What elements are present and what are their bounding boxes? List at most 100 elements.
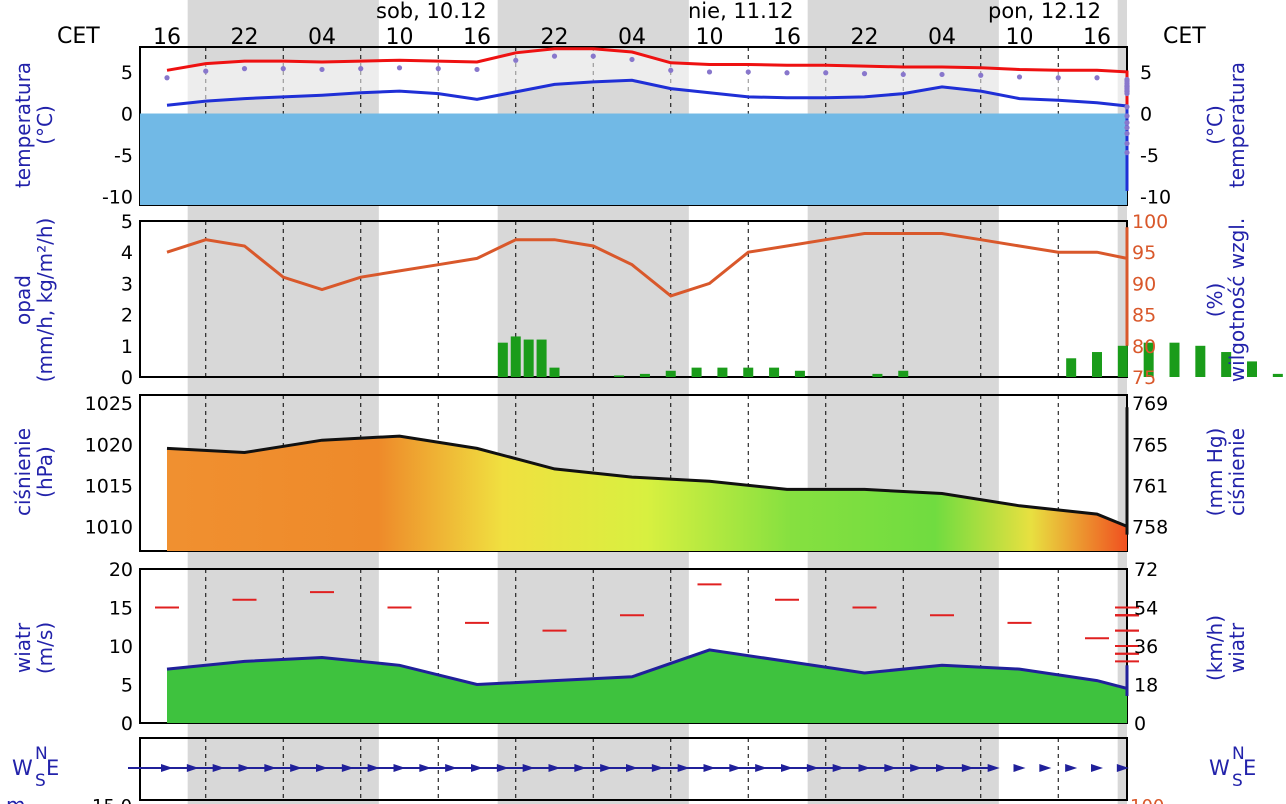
- wind-tick-right: 72: [1134, 559, 1158, 581]
- precip-bar: [717, 367, 728, 377]
- precip-tick-left: 4: [121, 242, 133, 264]
- perceived-temp-point: [1124, 125, 1130, 131]
- humidity-tick-right: 80: [1132, 336, 1156, 358]
- perceived-temp-point: [319, 66, 325, 73]
- wind-direction-arrow: [186, 764, 199, 772]
- precip-bar: [1169, 342, 1180, 377]
- wind-direction-arrow: [1065, 764, 1078, 772]
- hour-tick-label: 04: [308, 25, 336, 50]
- wind-tick-left: 5: [121, 675, 133, 697]
- precip-bar: [614, 375, 625, 377]
- svg-text:opad: opad: [11, 275, 35, 325]
- perceived-temp-point: [513, 57, 519, 63]
- perceived-temp-point: [1124, 150, 1130, 156]
- wind-direction-arrow: [316, 764, 328, 772]
- perceived-temp-point: [396, 65, 403, 71]
- wind-tick-right: 36: [1134, 636, 1158, 658]
- temp-tick-right: 5: [1140, 62, 1152, 84]
- wind-direction-arrow: [1039, 764, 1052, 772]
- below-zero-area: [140, 113, 1127, 205]
- perceived-temp-point: [629, 56, 635, 63]
- wind-axis-title-right: (km/h) wiatr: [1203, 615, 1249, 681]
- wind-direction-arrow: [832, 764, 845, 772]
- hour-tick-label: 10: [1006, 25, 1034, 50]
- wind-direction-arrow: [419, 764, 432, 772]
- svg-text:N: N: [35, 744, 48, 764]
- hour-tick-label: 04: [928, 25, 956, 50]
- perceived-temp-point: [1094, 75, 1100, 81]
- perceived-temp-point: [241, 66, 248, 72]
- precip-bar: [691, 367, 702, 377]
- precip-tick-left: 2: [121, 305, 133, 327]
- temp-tick-right: -5: [1140, 145, 1159, 167]
- pressure-tick-left: 1020: [85, 434, 133, 456]
- pressure-line: [166, 407, 1129, 535]
- perceived-temp-point: [1124, 130, 1130, 137]
- wind-tick-right: 18: [1134, 675, 1158, 697]
- svg-text:ciśnienie: ciśnienie: [1225, 428, 1249, 516]
- hour-tick-label: 04: [618, 25, 646, 50]
- pressure-tick-right: 761: [1132, 475, 1168, 497]
- perceived-temp-point: [978, 72, 984, 78]
- wind-direction-arrow: [212, 764, 225, 772]
- precip-bar: [665, 370, 676, 377]
- temp-tick-right: -10: [1140, 187, 1171, 209]
- perceived-temp-point: [1016, 74, 1023, 80]
- hour-tick-label: 22: [541, 25, 569, 50]
- svg-text:(km/h): (km/h): [1203, 615, 1227, 681]
- svg-text:wiatr: wiatr: [1225, 622, 1249, 673]
- wind-direction-arrow: [548, 764, 561, 772]
- wind-direction-arrow: [600, 764, 613, 772]
- precip-bar: [898, 370, 909, 377]
- wind-direction-arrow: [936, 764, 948, 772]
- svg-text:(mm Hg): (mm Hg): [1203, 428, 1227, 517]
- temp-dewpoint-band: [167, 48, 1127, 191]
- wind-tick-left: 15: [109, 598, 133, 620]
- svg-text:W: W: [1209, 756, 1230, 780]
- perceived-temp-point: [1055, 75, 1061, 81]
- humidity-tick-right: 90: [1132, 273, 1156, 295]
- svg-text:(°C): (°C): [33, 105, 57, 145]
- wind-tick-left: 10: [109, 636, 133, 658]
- wind-direction-arrow: [703, 764, 716, 772]
- pressure-tick-left: 1025: [85, 393, 133, 415]
- humidity-tick-right: 95: [1132, 242, 1156, 264]
- perceived-temp-point: [939, 71, 945, 78]
- timezone-label-right: CET: [1163, 24, 1206, 49]
- perceived-temp-point: [784, 70, 790, 76]
- hour-tick-label: 16: [773, 25, 801, 50]
- wind-direction-arrow: [729, 764, 742, 772]
- wind-direction-arrow: [1013, 764, 1026, 772]
- wind-direction-arrow: [522, 764, 535, 772]
- wind-direction-arrow: [367, 764, 380, 772]
- temp-axis-title-left: temperatura (°C): [11, 62, 57, 188]
- svg-text:S: S: [35, 771, 46, 791]
- svg-text:(m/s): (m/s): [33, 622, 57, 674]
- perceived-temp-point: [164, 75, 170, 81]
- timezone-label-left: CET: [57, 24, 100, 49]
- perceived-temp-point: [823, 70, 829, 76]
- precip-bar: [549, 367, 560, 377]
- svg-text:ciśnienie: ciśnienie: [11, 428, 35, 516]
- wind-direction-arrow: [961, 764, 974, 772]
- wind-direction-arrow: [238, 764, 251, 772]
- wind-direction-arrow: [987, 764, 1000, 772]
- wind-tick-right: 54: [1134, 598, 1158, 620]
- humidity-tick-right: 75: [1132, 367, 1156, 389]
- svg-text:S: S: [1232, 771, 1243, 791]
- hour-tick-labels: 16 22 04 10 16 22 04 10 16 22 04 10 16: [153, 25, 1111, 50]
- perceived-temp-point: [203, 68, 209, 74]
- bottom-fragment-left: m: [6, 793, 25, 804]
- pressure-tick-left: 1015: [85, 475, 133, 497]
- humidity-axis-title-right: (%) wilgotność wzgl.: [1203, 218, 1249, 382]
- svg-text:wilgotność wzgl.: wilgotność wzgl.: [1225, 218, 1249, 382]
- humidity-tick-right: 85: [1132, 305, 1156, 327]
- wind-tick-left: 0: [121, 713, 133, 735]
- svg-text:(hPa): (hPa): [33, 446, 57, 498]
- hour-tick-label: 16: [153, 25, 181, 50]
- precip-bar: [743, 367, 754, 377]
- humidity-line: [166, 227, 1129, 346]
- compass-left: W N S E: [12, 744, 59, 791]
- perceived-temp-point: [590, 53, 596, 59]
